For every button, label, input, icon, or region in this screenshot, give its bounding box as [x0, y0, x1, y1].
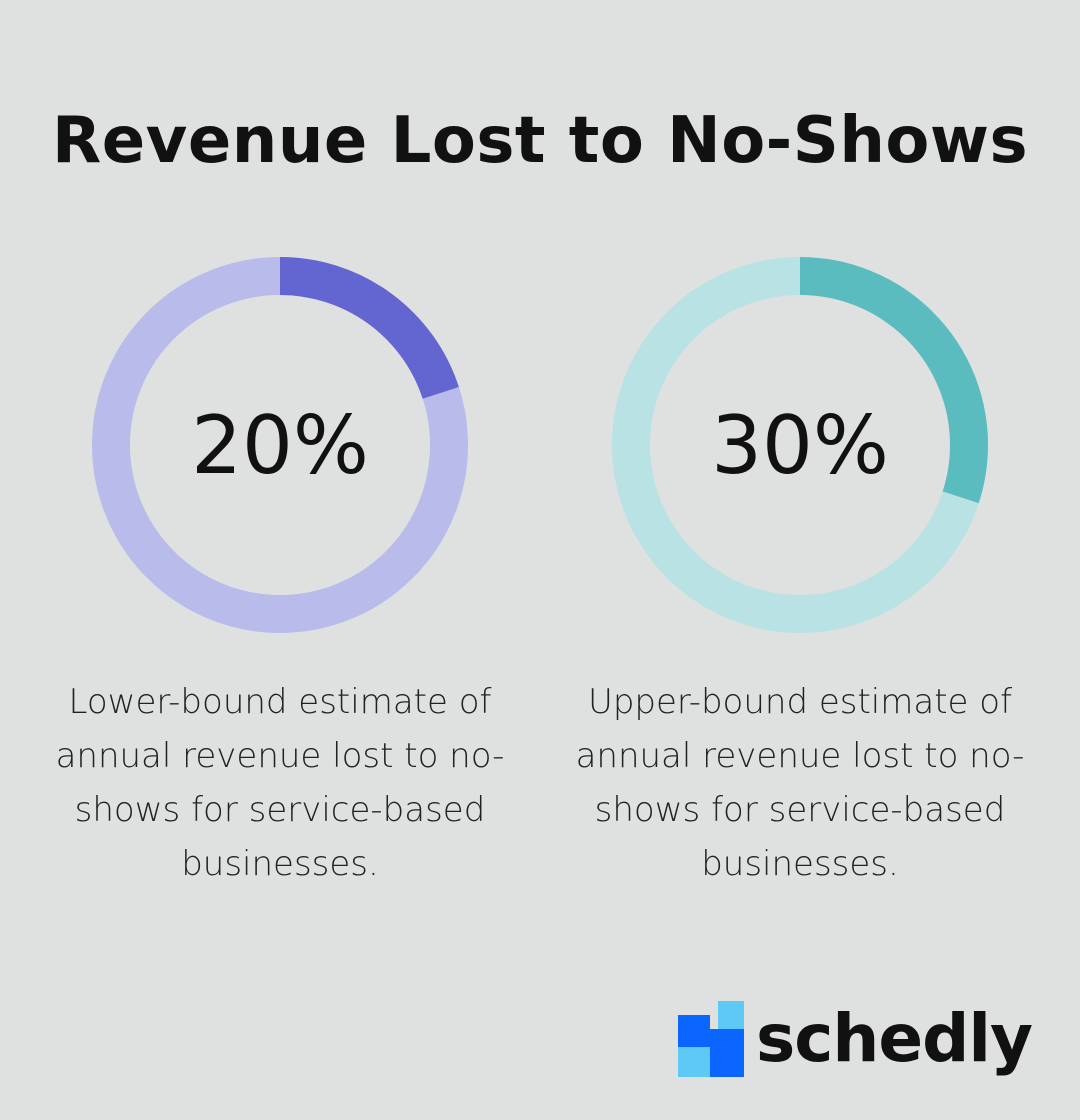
logo-square [678, 1047, 710, 1077]
donut-wrap: 30% [610, 255, 990, 635]
donut-svg [612, 257, 988, 633]
logo-square [678, 1015, 710, 1047]
donut-wrap: 20% [90, 255, 470, 635]
donut-description: Lower-bound estimate of annual revenue l… [55, 682, 505, 884]
chart-title: Revenue Lost to No-Shows [51, 104, 1029, 178]
donut-description: Upper-bound estimate of annual revenue l… [575, 682, 1025, 884]
donut-value-arc [92, 257, 468, 633]
donut-chart-upper: 30% Upper-bound estimate of annual reven… [540, 255, 1060, 891]
donut-value-label: 30% [711, 398, 889, 492]
brand-name: schedly [756, 1000, 1033, 1077]
donut-svg [92, 257, 468, 633]
donut-chart-lower: 20% Lower-bound estimate of annual reven… [20, 255, 540, 891]
logo-square [710, 1029, 744, 1047]
logo-square [710, 1047, 744, 1077]
donut-value-arc [612, 257, 988, 633]
schedly-logo: schedly [678, 1000, 1033, 1078]
schedly-squares-logo-icon [678, 1001, 744, 1077]
logo-square [718, 1001, 744, 1029]
donut-value-label: 20% [191, 398, 369, 492]
